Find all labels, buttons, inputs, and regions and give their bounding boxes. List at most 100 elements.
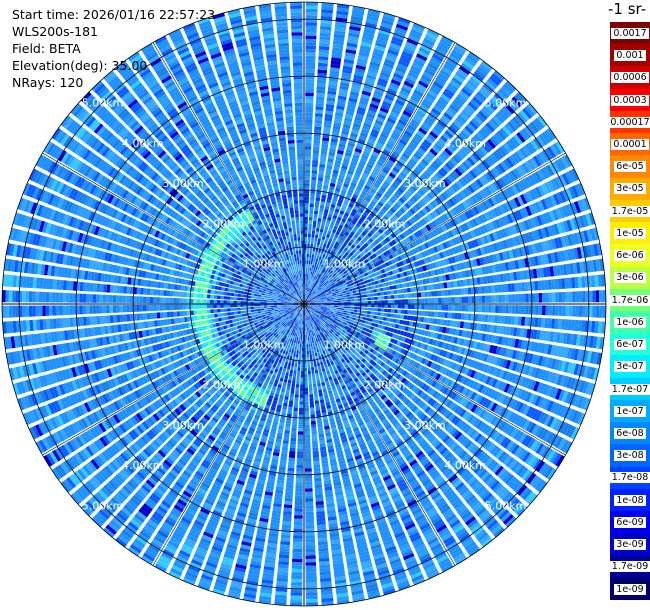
range-gate	[304, 200, 309, 204]
range-gate	[463, 85, 474, 95]
range-gate	[373, 292, 378, 297]
range-gate	[377, 249, 383, 255]
range-gate	[509, 272, 515, 281]
range-gate	[413, 152, 422, 160]
range-gate	[393, 289, 398, 294]
range-gate	[509, 327, 515, 336]
range-gate	[563, 375, 570, 388]
range-gate	[362, 87, 373, 93]
range-gate	[420, 235, 427, 243]
range-gate	[314, 204, 320, 208]
range-gate	[493, 70, 505, 81]
range-gate	[563, 249, 569, 261]
range-gate	[549, 266, 555, 277]
range-gate	[502, 105, 513, 117]
range-gate	[488, 377, 495, 387]
range-gate	[447, 82, 459, 92]
range-gate	[326, 297, 331, 299]
range-gate	[306, 299, 309, 302]
range-gate	[354, 202, 361, 208]
range-gate	[403, 80, 414, 89]
range-gate	[531, 354, 537, 365]
range-gate	[396, 289, 401, 294]
range-gate	[459, 190, 467, 199]
range-gate	[433, 125, 443, 134]
range-gate	[334, 302, 338, 304]
range-gate	[310, 264, 313, 268]
range-gate	[495, 206, 503, 216]
range-gate	[332, 293, 337, 296]
range-gate	[387, 234, 394, 241]
range-gate	[338, 88, 348, 94]
range-gate	[569, 377, 576, 390]
range-gate	[494, 335, 500, 344]
range-gate	[466, 278, 471, 286]
range-gate	[405, 237, 412, 243]
range-gate	[307, 277, 310, 281]
range-gate	[425, 337, 431, 344]
range-gate	[331, 267, 336, 272]
range-gate	[363, 122, 372, 129]
range-gate	[495, 253, 501, 262]
range-gate	[361, 273, 366, 278]
range-gate	[314, 293, 318, 296]
range-gate	[419, 77, 431, 86]
range-gate	[428, 298, 432, 304]
range-gate	[558, 174, 567, 187]
range-gate	[428, 304, 432, 310]
range-gate	[384, 304, 388, 308]
range-gate	[474, 165, 483, 175]
range-gate	[306, 299, 310, 302]
range-gate	[329, 266, 334, 270]
range-gate	[390, 169, 398, 176]
range-gate	[413, 261, 419, 267]
range-gate	[454, 194, 461, 203]
range-gate	[360, 323, 365, 327]
range-gate	[307, 267, 310, 271]
range-gate	[374, 194, 381, 201]
range-gate	[547, 279, 552, 290]
range-gate	[323, 258, 327, 262]
range-gate	[323, 212, 328, 217]
range-gate	[304, 189, 310, 194]
range-gate	[497, 163, 506, 173]
range-gate	[336, 272, 341, 277]
range-gate	[363, 28, 376, 35]
range-gate	[397, 209, 404, 216]
range-gate	[331, 247, 336, 252]
range-gate	[473, 249, 479, 257]
range-gate	[319, 375, 324, 380]
range-gate	[358, 51, 370, 58]
range-gate	[442, 190, 450, 199]
range-gate	[350, 322, 354, 326]
range-gate	[501, 370, 508, 380]
range-gate	[441, 304, 445, 311]
range-gate	[511, 153, 520, 164]
range-gate	[413, 59, 425, 68]
range-gate	[424, 311, 428, 317]
range-gate	[304, 216, 308, 221]
range-gate	[324, 270, 328, 274]
range-gate	[421, 207, 429, 215]
range-gate	[341, 189, 347, 195]
range-gate	[479, 276, 485, 285]
range-gate	[515, 166, 525, 177]
range-gate	[318, 211, 323, 216]
range-gate	[483, 353, 489, 362]
range-gate	[334, 305, 338, 308]
range-gate	[320, 297, 324, 300]
range-gate	[346, 173, 353, 179]
range-gate	[467, 349, 473, 357]
range-gate	[572, 291, 576, 303]
range-gate	[354, 298, 358, 302]
range-gate	[374, 262, 379, 267]
range-gate	[459, 338, 465, 346]
range-gate	[328, 315, 332, 318]
range-gate	[579, 380, 586, 393]
range-gate	[314, 283, 317, 287]
range-gate	[310, 304, 314, 306]
range-gate	[514, 338, 520, 348]
range-gate	[396, 235, 403, 242]
range-gate	[446, 145, 455, 154]
range-gate	[479, 145, 489, 156]
